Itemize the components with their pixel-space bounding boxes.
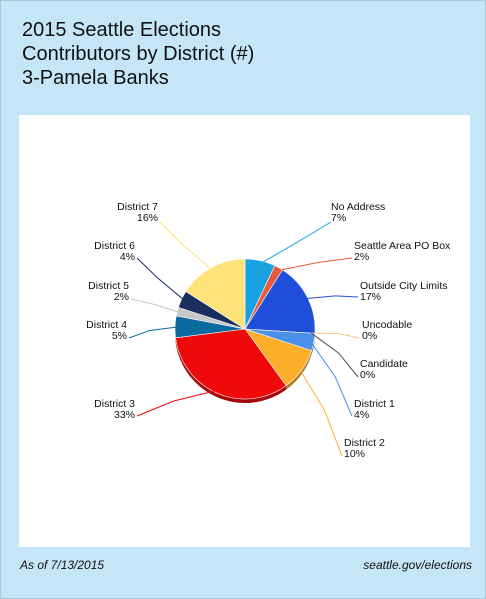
slice-label-district-7: District 7: [117, 201, 158, 213]
slice-label-district-1: District 1: [354, 398, 395, 410]
leader-line-no-address: [259, 221, 332, 265]
slice-label-outside-city-limits: Outside City Limits: [360, 280, 448, 292]
slice-value-district-1: 4%: [354, 409, 369, 421]
leader-line-district-7: [159, 221, 214, 272]
title-line-candidate: 3-Pamela Banks: [22, 67, 169, 89]
slice-value-seattle-area-po-box: 2%: [354, 251, 369, 263]
slice-label-district-6: District 6: [94, 240, 135, 252]
slice-value-district-7: 16%: [137, 212, 158, 224]
slice-label-district-2: District 2: [344, 437, 385, 449]
pie-side-segment: [286, 350, 312, 390]
slice-value-uncodable: 0%: [362, 330, 377, 342]
leader-line-uncodable: [311, 332, 360, 339]
slice-value-no-address: 7%: [331, 212, 346, 224]
slice-value-district-2: 10%: [344, 448, 365, 460]
pie-side-segment: [175, 337, 287, 404]
chart-title: 2015 Seattle Elections Contributors by D…: [22, 18, 254, 90]
slice-label-district-3: District 3: [94, 398, 135, 410]
slice-value-district-4: 5%: [112, 330, 127, 342]
slice-label-seattle-area-po-box: Seattle Area PO Box: [354, 240, 451, 252]
leader-line-outside-city-limits: [304, 295, 359, 300]
slice-value-district-3: 33%: [114, 409, 135, 421]
slice-label-uncodable: Uncodable: [362, 319, 412, 331]
leader-line-candidate: [311, 332, 359, 378]
slice-value-district-6: 4%: [120, 251, 135, 263]
leader-line-district-3: [136, 389, 219, 417]
slice-label-no-address: No Address: [331, 201, 385, 213]
slice-label-candidate: Candidate: [360, 358, 408, 370]
slice-value-candidate: 0%: [360, 369, 375, 381]
leader-line-district-2: [298, 367, 343, 457]
pie-slice-district-7[interactable]: [185, 258, 246, 330]
slice-value-outside-city-limits: 17%: [360, 291, 381, 303]
leader-line-district-5: [130, 298, 181, 313]
leader-line-district-6: [136, 257, 186, 302]
slice-label-district-5: District 5: [88, 280, 129, 292]
leader-line-district-4: [128, 326, 179, 339]
pie-slice-district-3[interactable]: [175, 328, 287, 400]
pie-side-segment: [311, 333, 315, 355]
slice-label-district-4: District 4: [86, 319, 127, 331]
leader-line-seattle-area-po-box: [276, 257, 353, 272]
leader-line-district-1: [309, 341, 353, 417]
source-link[interactable]: seattle.gov/elections: [363, 558, 472, 572]
chart-panel: No Address 7% Seattle Area PO Box 2% Outside…: [19, 115, 470, 547]
pie-slice-outside-city-limits[interactable]: [244, 269, 316, 334]
title-line-year: 2015 Seattle Elections: [22, 19, 222, 41]
slice-value-district-5: 2%: [114, 291, 129, 303]
title-line-metric: Contributors by District (#): [22, 43, 255, 65]
as-of-date: As of 7/13/2015: [20, 558, 105, 572]
